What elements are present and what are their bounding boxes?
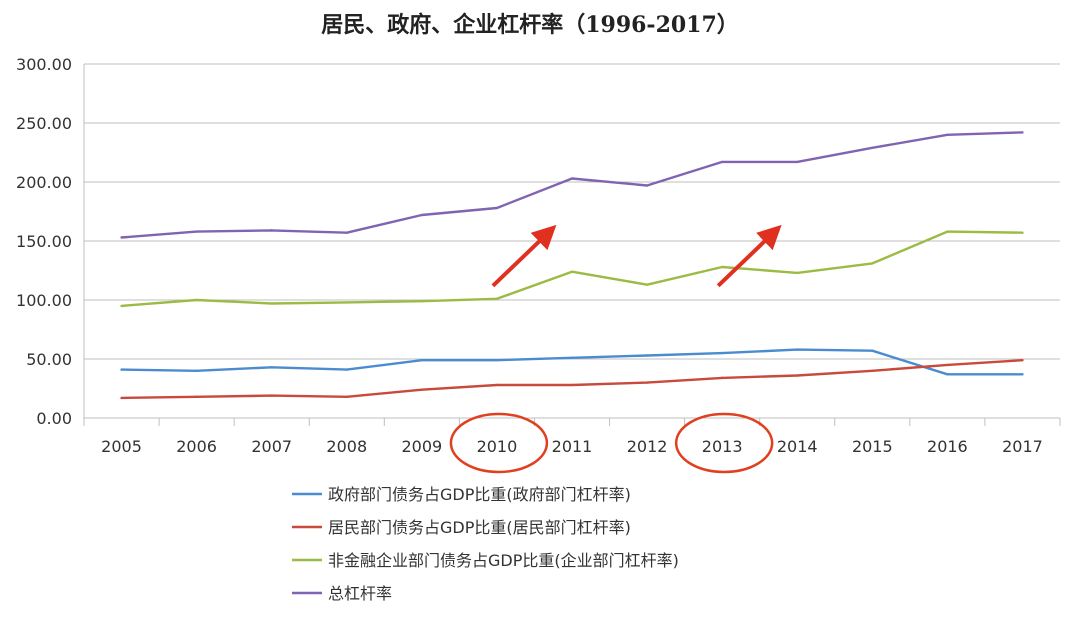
- data-point: [871, 262, 874, 265]
- data-point: [1021, 358, 1024, 362]
- data-point: [195, 230, 198, 233]
- y-tick-label: 250.00: [16, 114, 72, 133]
- data-point: [345, 301, 348, 304]
- data-point: [720, 376, 724, 380]
- data-point: [720, 265, 724, 269]
- data-point: [495, 206, 499, 210]
- y-tick-label: 50.00: [26, 350, 72, 369]
- data-point: [946, 133, 949, 136]
- x-tick-label: 2015: [852, 437, 893, 456]
- data-point: [495, 383, 499, 387]
- data-point: [871, 349, 874, 352]
- trend-arrow: [491, 224, 557, 288]
- x-axis-ticks: 2005 2006 2007 2008 2009 2010 2011 2012 2013 2014…: [83, 418, 1061, 456]
- data-point: [796, 271, 799, 275]
- x-tick-label: 2014: [777, 437, 818, 456]
- data-point: [570, 177, 574, 180]
- data-point: [120, 304, 123, 308]
- data-point: [495, 297, 499, 301]
- data-point: [796, 374, 799, 377]
- data-point: [796, 160, 799, 164]
- data-point: [570, 383, 574, 387]
- data-point: [420, 358, 424, 362]
- data-point: [946, 230, 949, 233]
- data-point: [570, 270, 574, 273]
- data-point: [720, 160, 724, 164]
- data-point: [270, 394, 273, 397]
- legend-label-1: 居民部门债务占GDP比重(居民部门杠杆率): [328, 518, 631, 537]
- series-line-2: [121, 230, 1023, 308]
- data-point: [796, 348, 799, 351]
- x-tick-label: 2016: [927, 437, 968, 456]
- y-tick-label: 200.00: [16, 173, 72, 192]
- trend-arrow: [716, 224, 782, 288]
- legend-label-3: 总杠杆率: [328, 584, 392, 603]
- y-tick-label: 150.00: [16, 232, 72, 251]
- gridlines: [83, 63, 1060, 419]
- y-tick-label: 100.00: [16, 291, 72, 310]
- x-tick-label: 2010: [477, 437, 518, 456]
- data-point: [270, 229, 273, 232]
- x-tick-label: 2009: [401, 437, 442, 456]
- data-point: [645, 283, 649, 286]
- data-point: [946, 373, 949, 376]
- legend-label-2: 非金融企业部门债务占GDP比重(企业部门杠杆率): [328, 551, 679, 570]
- data-point: [645, 354, 649, 357]
- data-point: [345, 368, 348, 371]
- y-axis-ticks: 0.00 50.00 100.00 150.00 200.00 250.00 300.00: [16, 55, 72, 428]
- data-point: [645, 184, 649, 187]
- data-point: [871, 146, 874, 149]
- data-point: [195, 298, 198, 302]
- data-point: [946, 363, 949, 367]
- x-tick-label: 2013: [702, 437, 743, 456]
- data-point: [420, 388, 424, 391]
- highlight-circle: [449, 412, 549, 474]
- data-point: [645, 381, 649, 384]
- data-point: [420, 213, 424, 217]
- data-point: [720, 351, 724, 355]
- x-tick-label: 2017: [1002, 437, 1043, 456]
- data-point: [345, 395, 348, 398]
- chart-title: 居民、政府、企业杠杆率（1996-2017）: [321, 12, 739, 38]
- data-point: [120, 368, 123, 371]
- data-point: [120, 236, 123, 239]
- data-point: [195, 369, 198, 372]
- legend-label-0: 政府部门债务占GDP比重(政府部门杠杆率): [328, 485, 631, 504]
- x-tick-label: 2005: [101, 437, 142, 456]
- series-lines: [120, 131, 1024, 400]
- x-tick-label: 2007: [251, 437, 292, 456]
- data-point: [270, 302, 273, 305]
- data-point: [420, 299, 424, 303]
- x-tick-label: 2008: [326, 437, 367, 456]
- series-line-3: [121, 131, 1023, 239]
- data-point: [871, 369, 874, 372]
- data-point: [195, 395, 198, 398]
- data-point: [120, 396, 123, 400]
- data-point: [345, 231, 348, 234]
- annotations: [449, 224, 782, 474]
- x-tick-label: 2006: [176, 437, 217, 456]
- x-tick-label: 2011: [552, 437, 593, 456]
- x-tick-label: 2012: [627, 437, 668, 456]
- data-point: [1021, 231, 1024, 234]
- data-point: [270, 366, 273, 369]
- highlight-circle: [674, 412, 774, 474]
- data-point: [1021, 131, 1024, 134]
- data-point: [570, 356, 574, 360]
- legend: 政府部门债务占GDP比重(政府部门杠杆率) 居民部门债务占GDP比重(居民部门杠杆…: [292, 485, 679, 603]
- y-tick-label: 0.00: [36, 409, 72, 428]
- series-line-1: [121, 359, 1023, 400]
- y-tick-label: 300.00: [16, 55, 72, 74]
- data-point: [495, 358, 499, 362]
- data-point: [1021, 373, 1024, 376]
